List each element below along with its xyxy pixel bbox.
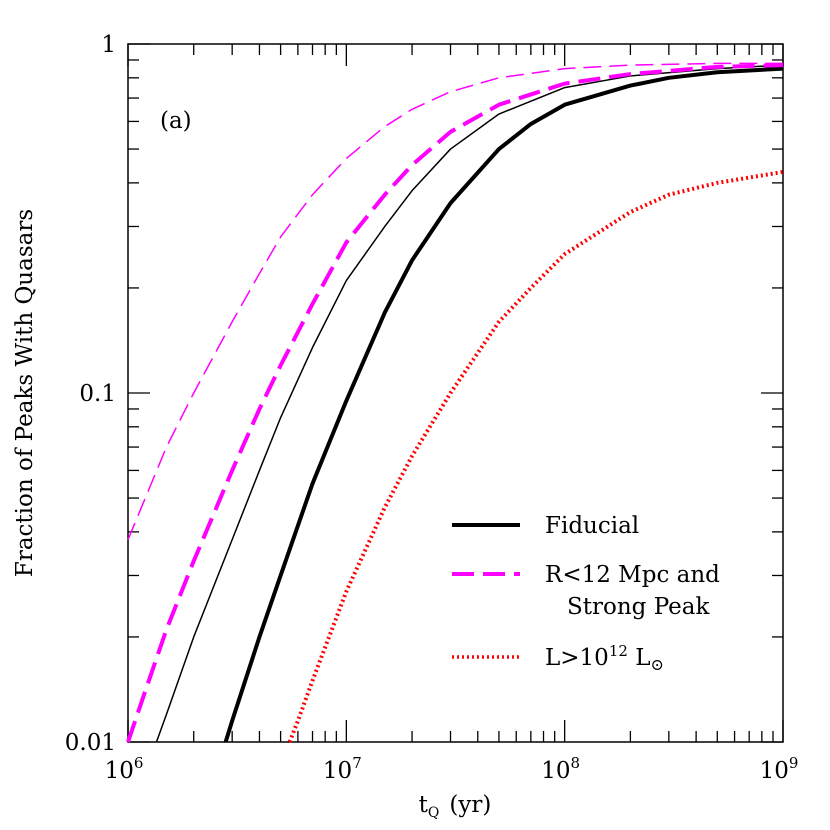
legend-label-fiducial: Fiducial	[545, 513, 639, 539]
legend: Fiducial R<12 Mpc and Strong Peak L>1012…	[452, 513, 720, 674]
ticks	[127, 43, 784, 743]
y-axis-label: Fraction of Peaks With Quasars	[12, 209, 38, 577]
x-axis-label-unit: (yr)	[449, 792, 491, 818]
x-axis-label-main: t	[419, 792, 429, 818]
x-axis-label-subscript: Q	[428, 805, 439, 821]
series-line-2	[126, 63, 784, 743]
plot-frame	[127, 43, 784, 743]
series-line-4	[287, 169, 784, 743]
series-line-3	[127, 62, 783, 540]
x-tick-label: 109	[760, 754, 799, 784]
legend-label-r12-line1: R<12 Mpc and	[545, 562, 720, 588]
series-line-1	[155, 64, 784, 743]
panel-label: (a)	[160, 108, 192, 134]
x-axis-label: tQ (yr)	[419, 792, 492, 821]
x-tick-label: 107	[323, 754, 362, 784]
x-tick-label: 108	[541, 754, 580, 784]
x-tick-label: 106	[105, 754, 144, 784]
y-tick-label: 0.01	[65, 730, 116, 756]
y-tick-labels: 0.01 0.1 1	[65, 32, 116, 756]
series-line-0	[223, 66, 784, 743]
x-tick-labels: 106 107 108 109	[105, 754, 799, 784]
legend-label-luminosity: L>1012 L⊙	[545, 642, 664, 674]
series-lines	[126, 62, 784, 743]
legend-label-r12-line2: Strong Peak	[567, 594, 710, 620]
y-tick-label: 1	[101, 32, 116, 58]
y-tick-label: 0.1	[79, 381, 116, 407]
